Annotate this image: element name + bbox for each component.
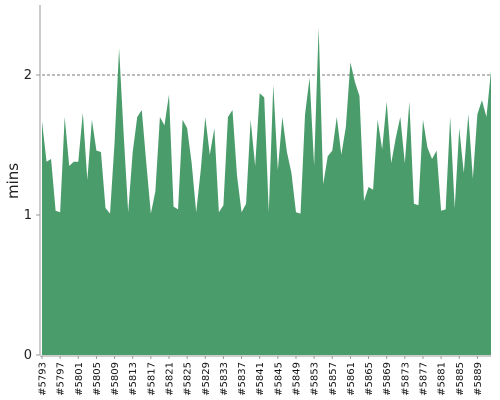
area-series	[42, 27, 491, 356]
x-tick-label: #5881	[437, 362, 448, 396]
x-tick-label: #5821	[164, 362, 175, 396]
x-tick-label: #5865	[364, 362, 375, 396]
x-tick-label: #5889	[473, 362, 484, 396]
x-tick-label: #5857	[328, 362, 339, 396]
x-tick-label: #5837	[237, 362, 248, 396]
x-tick-label: #5841	[255, 362, 266, 396]
x-tick-label: #5833	[219, 362, 230, 396]
x-tick-label: #5797	[56, 362, 67, 396]
x-tick-label: #5829	[201, 362, 212, 396]
x-tick-label: #5817	[146, 362, 157, 396]
x-tick-label: #5809	[110, 362, 121, 396]
x-tick-label: #5825	[183, 362, 194, 396]
y-axis-label: mins	[4, 163, 22, 199]
x-tick-label: #5861	[346, 362, 357, 396]
y-tick-labels: 0 1 2	[24, 68, 40, 363]
y-tick-label: 0	[24, 348, 32, 363]
x-tick-label: #5849	[291, 362, 302, 396]
y-tick-label: 2	[24, 68, 32, 83]
y-tick-label: 1	[24, 208, 32, 223]
x-tick-label: #5877	[418, 362, 429, 396]
x-tick-label: #5845	[273, 362, 284, 396]
x-tick-label: #5805	[92, 362, 103, 396]
x-tick-label: #5885	[455, 362, 466, 396]
x-tick-label: #5873	[400, 362, 411, 396]
x-tick-label: #5801	[74, 362, 85, 396]
x-tick-label: #5793	[38, 362, 49, 396]
axes	[39, 5, 491, 357]
x-tick-label: #5813	[128, 362, 139, 396]
x-tick-label: #5853	[310, 362, 321, 396]
x-tick-label: #5869	[382, 362, 393, 396]
x-tick-labels: #5793 #5797 #5801 #5805 #5809 #5813 #5817 #5821…	[38, 356, 484, 396]
